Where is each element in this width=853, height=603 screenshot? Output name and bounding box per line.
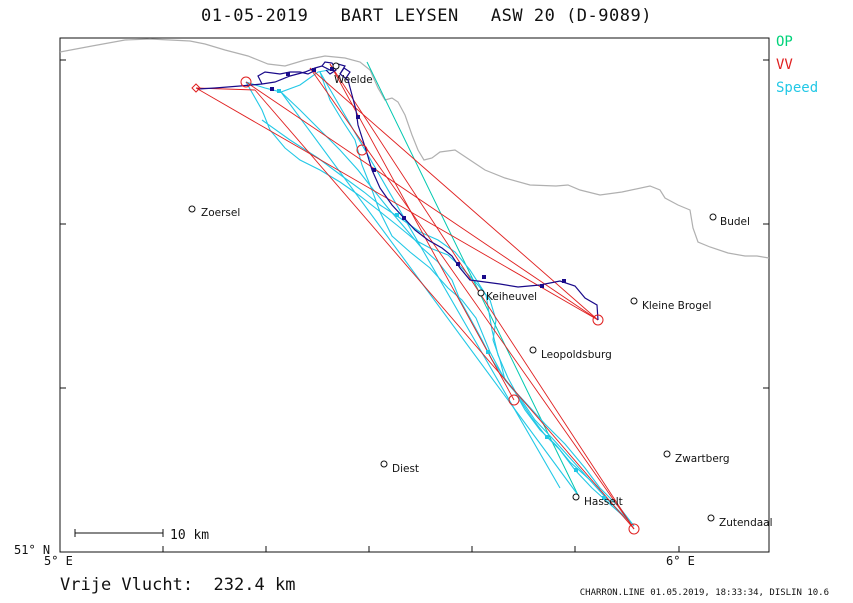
turnpoint-5 bbox=[628, 523, 640, 535]
distance-value: 232.4 km bbox=[213, 575, 296, 595]
task-lines bbox=[195, 63, 635, 530]
footer-info: CHARRON.LINE 01.05.2019, 18:33:34, DISLI… bbox=[579, 588, 829, 598]
legend-vv: VV bbox=[776, 57, 793, 73]
scale-bar-label: 10 km bbox=[170, 528, 209, 543]
turnpoints bbox=[191, 76, 640, 535]
place-keiheuvel: Keiheuvel bbox=[486, 291, 537, 303]
turnpoint-4 bbox=[508, 394, 520, 406]
legend-speed: Speed bbox=[776, 80, 819, 96]
place-markers bbox=[188, 62, 717, 522]
place-hasselt: Hasselt bbox=[584, 496, 623, 508]
place-weelde: Weelde bbox=[334, 74, 373, 86]
place-budel: Budel bbox=[720, 216, 750, 228]
place-leopoldsburg: Leopoldsburg bbox=[541, 349, 612, 361]
track-markers bbox=[270, 67, 566, 288]
turnpoint-2 bbox=[356, 144, 368, 156]
lon-left-label: 5° E bbox=[44, 554, 73, 568]
speed-markers bbox=[277, 89, 606, 500]
free-flight-distance: Vrije Vlucht: 232.4 km bbox=[60, 575, 295, 595]
map-frame bbox=[59, 37, 770, 553]
scale-bar bbox=[74, 529, 164, 537]
turnpoint-1 bbox=[240, 76, 252, 88]
flight-date: 01-05-2019 bbox=[201, 6, 309, 26]
speed-track bbox=[245, 69, 635, 527]
place-zwartberg: Zwartberg bbox=[675, 453, 730, 465]
legend-op: OP bbox=[776, 34, 793, 50]
country-border bbox=[59, 38, 770, 259]
lon-right-label: 6° E bbox=[666, 554, 695, 568]
start-marker bbox=[191, 83, 201, 93]
map-title: 01-05-2019 BART LEYSEN ASW 20 (D-9089) bbox=[0, 6, 853, 26]
place-kleine-brogel: Kleine Brogel bbox=[642, 300, 711, 312]
lat-bottom-label: 51° N bbox=[14, 543, 51, 557]
axis-ticks bbox=[59, 59, 769, 552]
flight-track bbox=[197, 61, 599, 321]
place-diest: Diest bbox=[392, 463, 419, 475]
place-zoersel: Zoersel bbox=[201, 207, 240, 219]
place-zutendaal: Zutendaal bbox=[719, 517, 773, 529]
distance-label: Vrije Vlucht: bbox=[60, 575, 194, 595]
glider-name: ASW 20 (D-9089) bbox=[490, 6, 652, 26]
turnpoint-3 bbox=[592, 314, 604, 326]
place-labels: Weelde Zoersel Budel Kleine Brogel Keihe… bbox=[201, 74, 773, 529]
pilot-name: BART LEYSEN bbox=[340, 6, 459, 26]
